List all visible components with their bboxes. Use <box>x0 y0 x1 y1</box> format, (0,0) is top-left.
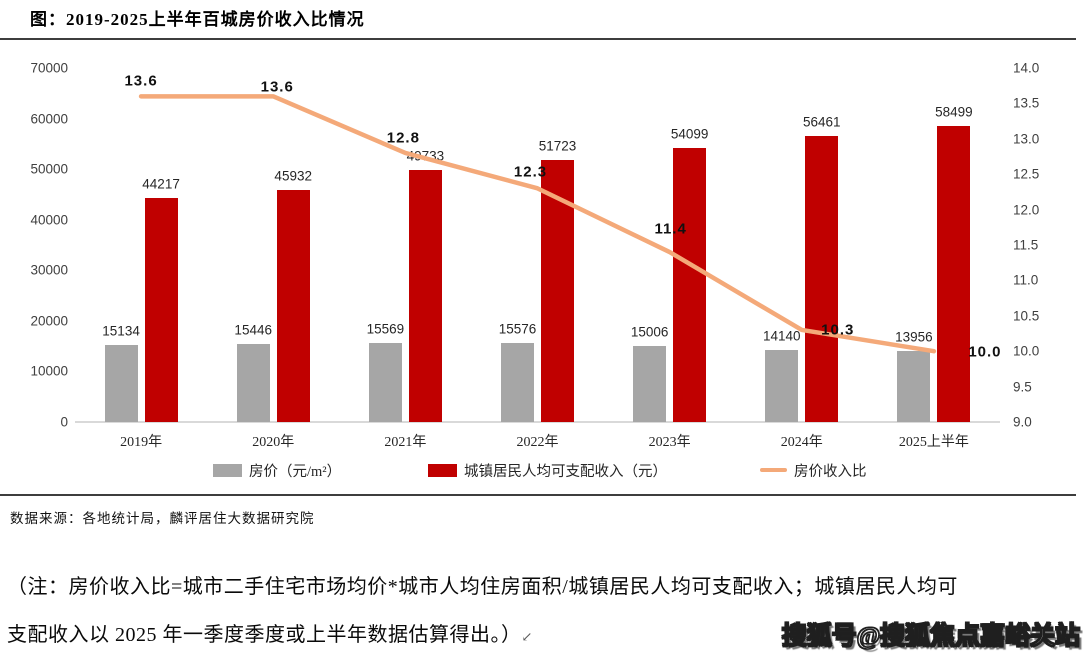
footnote-line1: （注：房价收入比=城市二手住宅市场均价*城市人均住房面积/城镇居民人均可支配收入… <box>7 576 958 598</box>
footnote-line2: 支配收入以 2025 年一季度季度或上半年数据估算得出。） <box>7 624 522 646</box>
left-axis-tick-label: 30000 <box>30 262 68 278</box>
right-axis-tick-label: 12.5 <box>1013 166 1040 182</box>
legend-item: 房价收入比 <box>760 462 867 480</box>
price-bar <box>368 343 402 422</box>
x-axis-category-label: 2019年 <box>120 435 163 450</box>
x-axis-category-label: 2020年 <box>252 435 295 450</box>
source-divider <box>0 494 1076 496</box>
income-value-label: 49733 <box>406 148 445 164</box>
right-axis-tick-label: 13.0 <box>1013 131 1040 147</box>
income-bar <box>805 136 839 422</box>
right-axis-tick-label: 13.5 <box>1013 95 1040 111</box>
left-axis-tick-label: 50000 <box>30 161 68 177</box>
income-bar <box>276 189 310 422</box>
ratio-value-label: 10.3 <box>821 321 855 339</box>
legend-label: 城镇居民人均可支配收入（元） <box>464 463 667 480</box>
price-value-label: 14140 <box>763 328 801 344</box>
legend-line-swatch <box>760 468 787 472</box>
x-axis-category-label: 2023年 <box>648 435 691 450</box>
ratio-value-label: 13.6 <box>260 78 294 96</box>
income-value-label: 58499 <box>935 104 973 120</box>
x-axis-category-label: 2025上半年 <box>898 435 969 450</box>
x-axis-category-label: 2021年 <box>384 435 427 450</box>
paragraph-return-mark: ↙ <box>521 629 533 644</box>
legend-label: 房价收入比 <box>794 463 867 480</box>
income-bar <box>937 126 971 422</box>
left-axis-tick-label: 40000 <box>30 212 68 228</box>
chart-title: 图：2019-2025上半年百城房价收入比情况 <box>30 10 365 29</box>
footnote: （注：房价收入比=城市二手住宅市场均价*城市人均住房面积/城镇居民人均可支配收入… <box>7 563 1007 655</box>
price-bar <box>633 346 667 422</box>
income-value-label: 56461 <box>803 114 841 130</box>
income-bar <box>408 170 442 422</box>
right-axis-tick-label: 12.0 <box>1013 202 1040 218</box>
right-axis-tick-label: 9.5 <box>1013 379 1032 395</box>
right-axis-tick-label: 11.5 <box>1013 237 1039 253</box>
income-bar <box>144 198 178 422</box>
price-value-label: 15006 <box>630 324 669 340</box>
ratio-value-label: 13.6 <box>124 72 158 90</box>
legend-item: 城镇居民人均可支配收入（元） <box>428 462 667 480</box>
price-bar <box>104 345 138 422</box>
right-axis-tick-label: 9.0 <box>1013 414 1032 430</box>
right-axis-tick-label: 10.5 <box>1013 308 1040 324</box>
legend-item: 房价（元/m²） <box>213 462 342 480</box>
price-value-label: 13956 <box>895 329 933 345</box>
price-value-label: 15446 <box>234 322 272 338</box>
income-value-label: 54099 <box>670 126 709 142</box>
right-axis-tick-label: 10.0 <box>1013 343 1040 359</box>
watermark-sohu: 搜狐号@搜狐焦点嘉峪关站 <box>781 622 1080 650</box>
ratio-value-label: 12.8 <box>386 129 420 147</box>
left-axis-tick-label: 0 <box>60 414 68 430</box>
ratio-value-label: 12.3 <box>513 163 548 181</box>
right-axis-tick-label: 14.0 <box>1013 60 1040 76</box>
left-axis-tick-label: 70000 <box>30 60 68 76</box>
price-bar <box>765 350 799 422</box>
income-value-label: 45932 <box>274 168 312 184</box>
x-axis-line <box>75 421 1000 423</box>
ratio-value-label: 11.4 <box>654 220 687 238</box>
left-axis-tick-label: 10000 <box>30 363 68 379</box>
income-value-label: 44217 <box>142 176 180 192</box>
legend-bar-swatch <box>213 463 242 477</box>
price-bar <box>897 351 931 422</box>
income-value-label: 51723 <box>538 138 577 154</box>
x-axis-category-label: 2022年 <box>516 435 559 450</box>
right-axis-tick-label: 11.0 <box>1013 272 1039 288</box>
price-value-label: 15569 <box>366 321 405 337</box>
data-source-note: 数据来源：各地统计局，麟评居住大数据研究院 <box>10 511 315 526</box>
x-axis-category-label: 2024年 <box>780 435 823 450</box>
income-bar <box>673 148 707 422</box>
ratio-value-label: 10.0 <box>968 343 1002 361</box>
price-bar <box>236 343 270 422</box>
title-divider <box>0 38 1076 40</box>
legend-bar-swatch <box>428 463 457 477</box>
income-bar <box>541 160 574 422</box>
price-bar <box>501 343 534 422</box>
price-value-label: 15134 <box>102 323 140 339</box>
left-axis-tick-label: 20000 <box>30 313 68 329</box>
left-axis-tick-label: 60000 <box>30 111 68 127</box>
legend-label: 房价（元/m²） <box>249 463 342 480</box>
price-value-label: 15576 <box>498 321 537 337</box>
